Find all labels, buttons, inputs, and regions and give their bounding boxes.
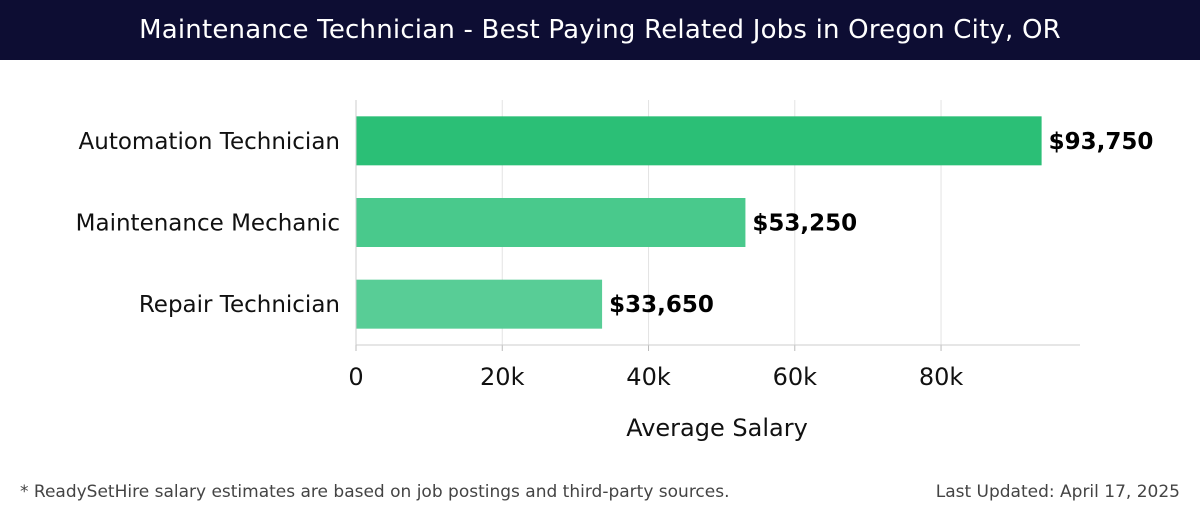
bar bbox=[356, 198, 746, 247]
category-label: Automation Technician bbox=[79, 129, 340, 155]
category-label: Maintenance Mechanic bbox=[76, 211, 340, 237]
value-label: $33,650 bbox=[609, 292, 714, 318]
x-axis-title: Average Salary bbox=[626, 414, 808, 442]
bar bbox=[356, 116, 1042, 166]
x-tick-label: 80k bbox=[919, 363, 964, 391]
value-label: $53,250 bbox=[752, 211, 857, 237]
x-tick-label: 20k bbox=[480, 363, 525, 391]
x-tick-label: 0 bbox=[348, 363, 363, 391]
x-tick-label: 60k bbox=[773, 363, 818, 391]
footnote: * ReadySetHire salary estimates are base… bbox=[20, 482, 730, 502]
category-label: Repair Technician bbox=[139, 292, 340, 318]
chart-title: Maintenance Technician - Best Paying Rel… bbox=[139, 15, 1061, 45]
bar bbox=[356, 279, 603, 329]
salary-bar-chart: $93,750 $53,250 $33,650 0 20k 40k 60k 80k Autom… bbox=[76, 100, 1154, 442]
value-label: $93,750 bbox=[1049, 129, 1154, 155]
bar-layer: $93,750 $53,250 $33,650 bbox=[356, 116, 1154, 329]
axis-layer: 0 20k 40k 60k 80k Automation Technician Mainte… bbox=[76, 100, 1080, 391]
chart-title-bar: Maintenance Technician - Best Paying Rel… bbox=[0, 0, 1200, 60]
last-updated: Last Updated: April 17, 2025 bbox=[935, 482, 1180, 502]
x-tick-label: 40k bbox=[626, 363, 671, 391]
